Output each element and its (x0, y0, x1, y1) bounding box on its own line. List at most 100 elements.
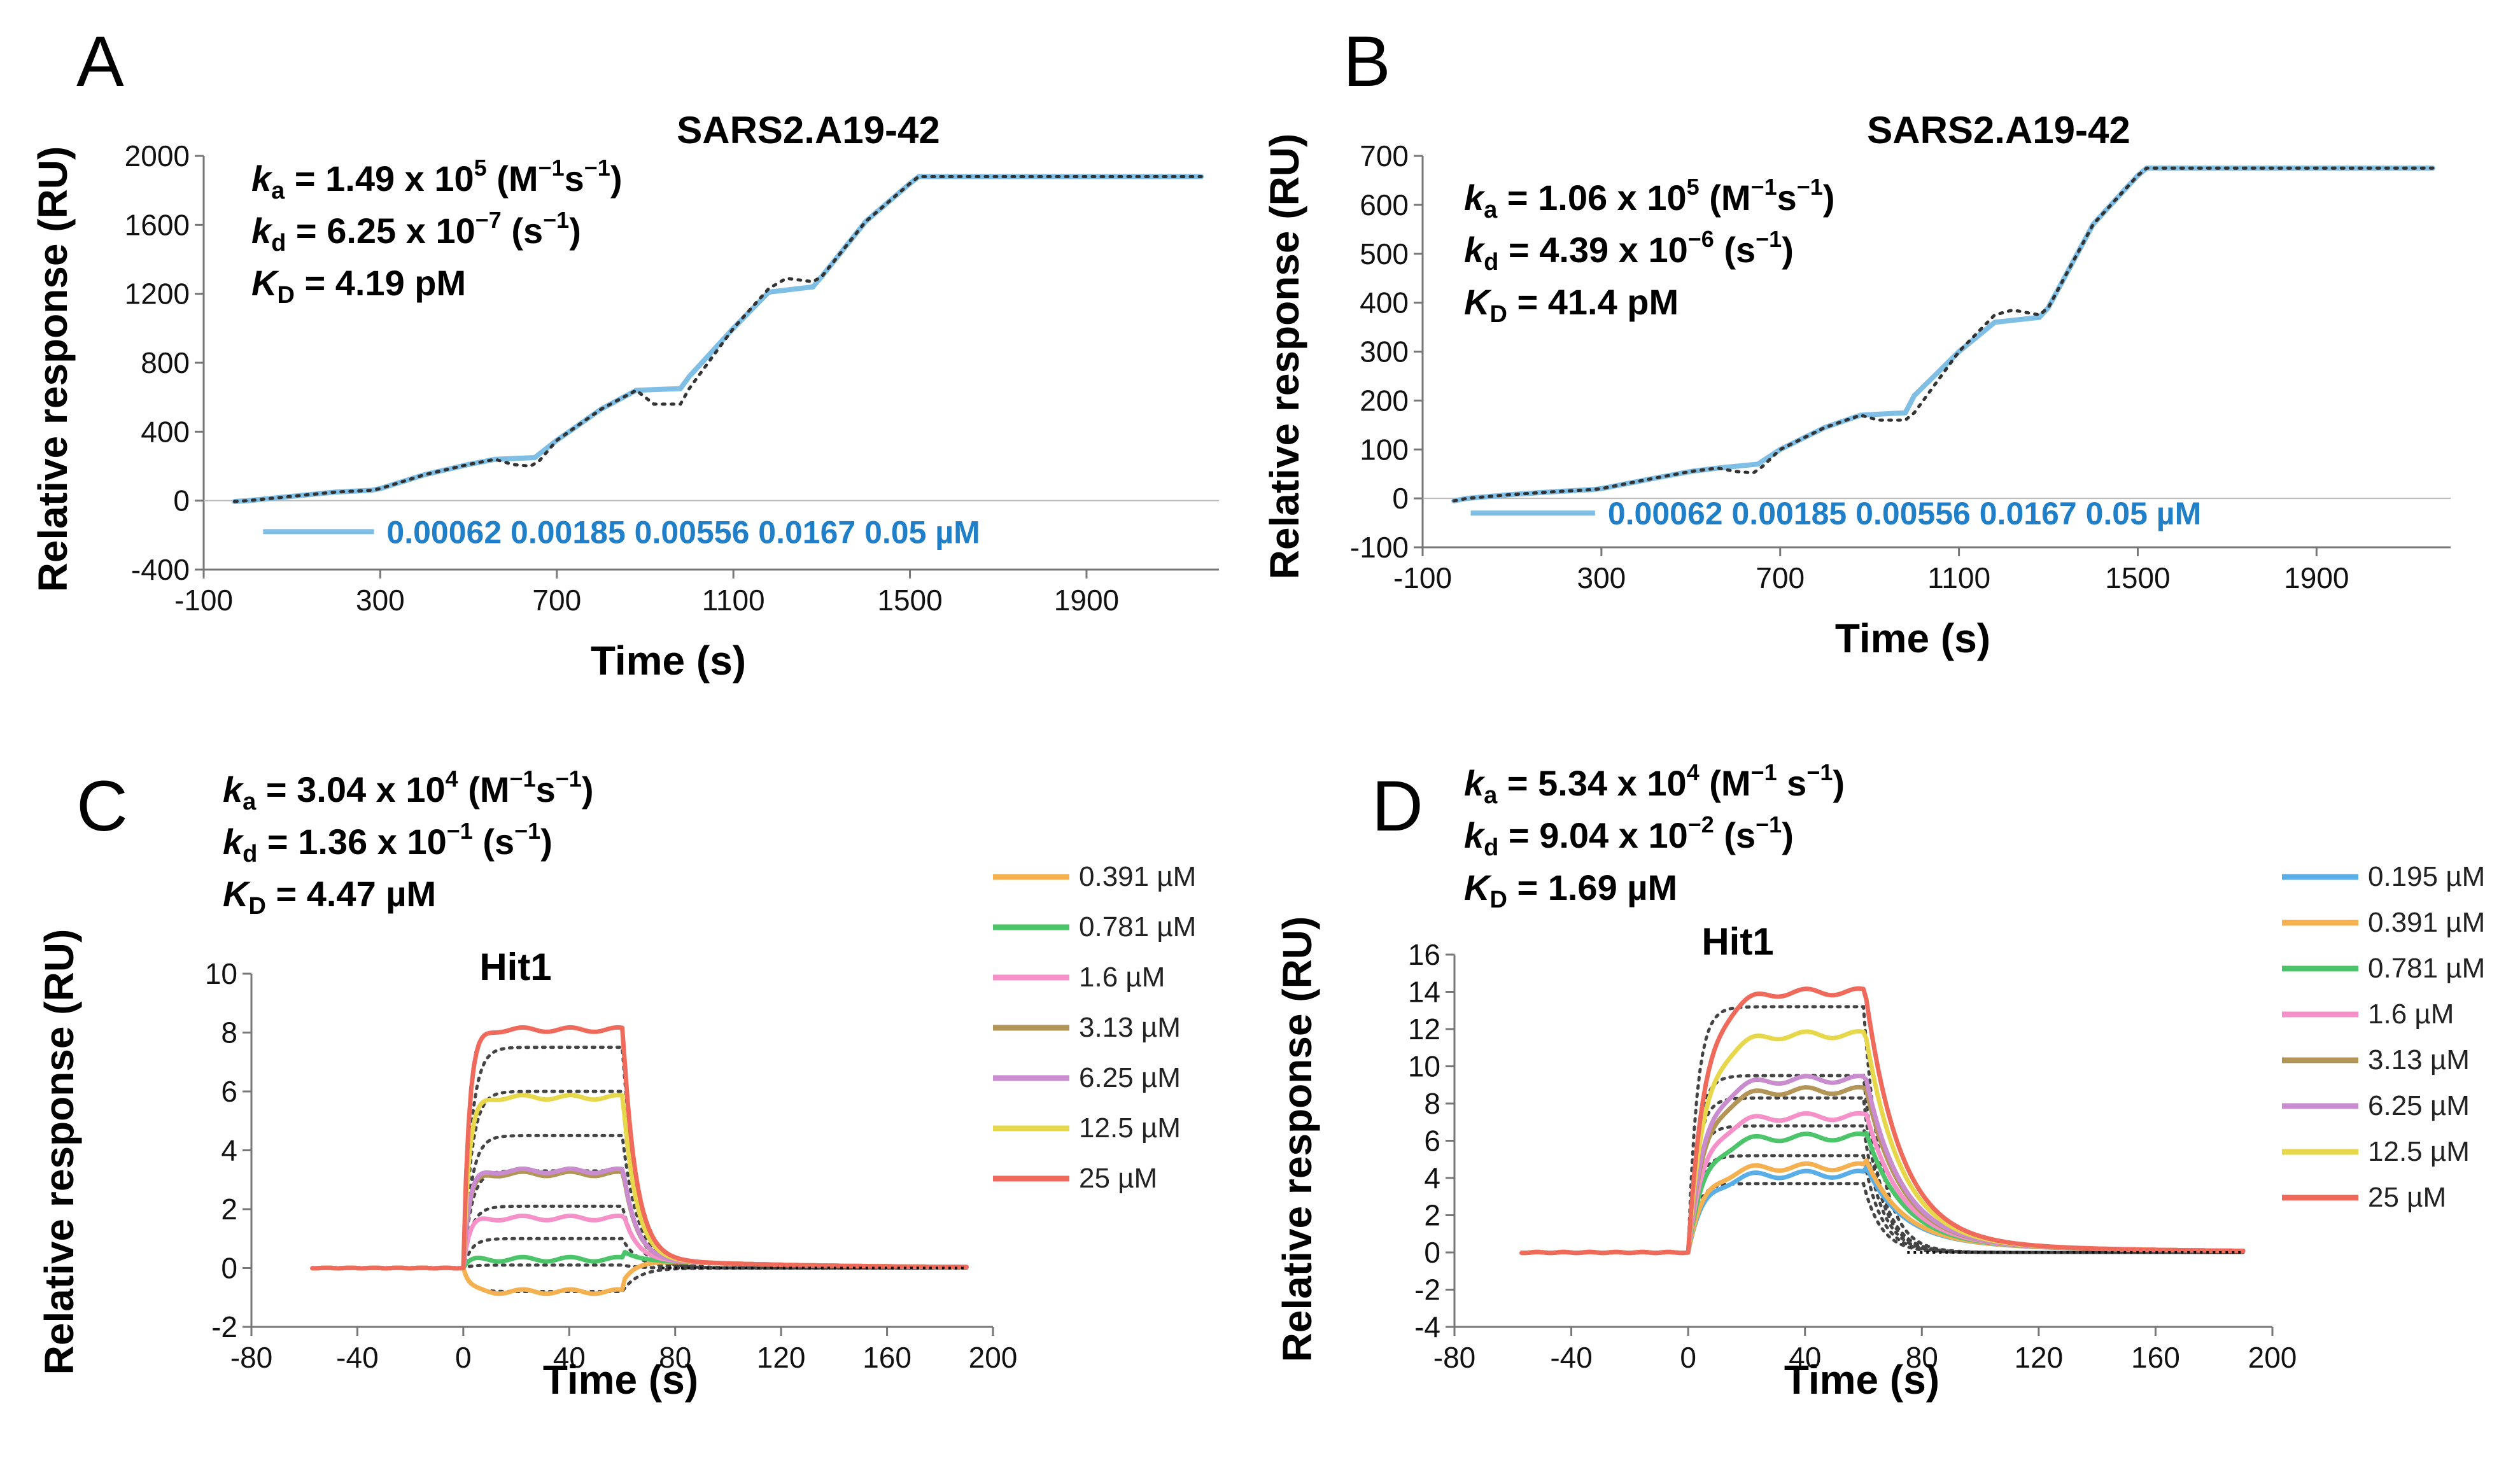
x-tick-label: 700 (532, 584, 581, 617)
kin-unit2: s (565, 158, 584, 199)
kin-symbol: k (223, 822, 244, 862)
kin-symbol: K (1464, 282, 1492, 322)
x-tick-label: 120 (757, 1341, 806, 1374)
x-tick-label: 1900 (2284, 561, 2349, 594)
sensorgram-curve (310, 1025, 969, 1271)
kin-value: = 5.34 x 10 (1497, 763, 1686, 803)
kinetics-KD: KD = 41.4 pM (1464, 282, 1679, 328)
y-tick-label: 800 (141, 346, 190, 379)
y-tick-label: 6 (221, 1075, 237, 1108)
kin-subscript: a (243, 789, 257, 815)
x-tick-label: 0 (455, 1341, 472, 1374)
kin-symbol: k (1464, 178, 1486, 218)
kin-subscript: D (277, 282, 294, 309)
chart-title: SARS2.A19-42 (1867, 109, 2130, 151)
x-tick-label: -40 (1550, 1341, 1592, 1374)
x-tick-label: 300 (356, 584, 405, 617)
kin-subscript: D (248, 893, 265, 920)
kin-exponent: 5 (1687, 174, 1700, 200)
kin-unit-exponent: −1 (1756, 226, 1782, 252)
concentration-label: 0.00062 0.00185 0.00556 0.0167 0.05 µM (386, 514, 980, 550)
kin-subscript: a (1484, 782, 1498, 809)
kin-unit: (M (1700, 763, 1751, 803)
kin-close: ) (1782, 230, 1794, 270)
kin-exponent: −1 (447, 818, 473, 844)
kin-unit2-exponent: −1 (1806, 759, 1833, 785)
x-tick-label: 300 (1577, 561, 1626, 594)
y-tick-label: 4 (221, 1134, 237, 1167)
y-tick-label: 400 (1360, 286, 1409, 319)
kinetics-kd: kd = 9.04 x 10−2 (s−1) (1464, 811, 1794, 861)
legend-label: 25 µM (2368, 1182, 2446, 1213)
legend-label: 3.13 µM (1079, 1012, 1181, 1043)
kin-value: = 41.4 pM (1507, 282, 1679, 322)
y-tick-label: 10 (205, 957, 237, 990)
kinetics-ka: ka = 1.49 x 105 (M−1s−1) (251, 155, 622, 204)
kin-unit: (M (487, 158, 538, 199)
panel-a: A -400 0 400 800 1200 1600 2000 -100 300 700 1100 15… (30, 22, 1219, 683)
y-tick-label: 8 (221, 1016, 237, 1049)
y-tick-label: 4 (1424, 1161, 1440, 1195)
kinetics-KD: KD = 4.47 µM (223, 874, 436, 920)
y-tick-label: 300 (1360, 335, 1409, 368)
kin-unit-exponent: −1 (543, 207, 569, 233)
y-tick-label: 0 (173, 484, 190, 517)
x-tick-label: -80 (1433, 1341, 1475, 1374)
x-tick-label: 120 (2014, 1341, 2063, 1374)
y-axis-label: Relative response (RU) (1274, 916, 1320, 1363)
x-axis-label: Time (s) (1784, 1357, 1939, 1403)
kin-value: = 1.69 µM (1507, 867, 1677, 908)
y-tick-label: 200 (1360, 384, 1409, 417)
kinetics-ka: ka = 5.34 x 104 (M−1 s−1) (1464, 759, 1845, 809)
y-tick-label: 400 (141, 415, 190, 448)
measured-curve (1451, 165, 2435, 503)
legend-label: 0.781 µM (1079, 911, 1196, 943)
panel-label: B (1343, 22, 1391, 101)
kin-close: ) (540, 822, 553, 862)
kin-symbol: k (251, 158, 273, 199)
y-tick-label: -2 (1414, 1273, 1440, 1307)
x-tick-label: 1900 (1054, 584, 1119, 617)
x-tick-label: -100 (1393, 561, 1452, 594)
x-tick-label: 200 (969, 1341, 1018, 1374)
y-tick-label: 16 (1408, 938, 1440, 971)
y-tick-label: 10 (1408, 1050, 1440, 1083)
y-axis-label: Relative response (RU) (1262, 134, 1307, 580)
kin-value: = 4.47 µM (266, 874, 436, 914)
y-axis-label: Relative response (RU) (36, 929, 82, 1375)
kinetics-ka: ka = 1.06 x 105 (M−1s−1) (1464, 174, 1834, 223)
fit-curve (311, 1266, 968, 1293)
kin-subscript: d (1484, 249, 1498, 276)
sensorgram-curve (310, 1093, 969, 1271)
kinetics-kd: kd = 6.25 x 10−7 (s−1) (251, 207, 581, 256)
panel-label: C (76, 766, 128, 846)
y-tick-label: 6 (1424, 1125, 1440, 1158)
kin-subscript: a (1484, 197, 1498, 223)
y-tick-label: -400 (131, 553, 190, 586)
panel-label: D (1372, 766, 1423, 846)
kin-subscript: d (1484, 834, 1498, 861)
kin-close: ) (569, 211, 581, 251)
kin-value: = 3.04 x 10 (256, 769, 445, 810)
y-tick-label: 2000 (125, 139, 190, 172)
kin-value: = 6.25 x 10 (286, 211, 475, 251)
kinetics-KD: KD = 4.19 pM (251, 263, 466, 309)
kin-exponent: 4 (446, 766, 458, 792)
kin-symbol: K (251, 263, 279, 303)
x-tick-label: 40 (553, 1341, 586, 1374)
kinetics-ka: ka = 3.04 x 104 (M−1s−1) (223, 766, 593, 815)
y-tick-label: 1600 (125, 208, 190, 241)
x-tick-label: 1100 (702, 584, 765, 617)
legend-label: 3.13 µM (2368, 1044, 2470, 1076)
kin-unit2-exponent: −1 (584, 155, 610, 181)
kin-unit: (s (473, 822, 514, 862)
y-tick-label: 1200 (125, 277, 190, 311)
fit-curve (1452, 166, 2435, 503)
x-tick-label: 1100 (1927, 561, 1990, 594)
legend-label: 6.25 µM (1079, 1062, 1181, 1093)
kin-exponent: 5 (474, 155, 487, 181)
panel-c: C -2 0 2 4 6 8 10 -80 -40 0 40 80 120 160 200 Time (s) Re… (36, 766, 1196, 1403)
y-tick-label: 0 (1424, 1236, 1440, 1269)
kin-subscript: a (271, 178, 285, 204)
